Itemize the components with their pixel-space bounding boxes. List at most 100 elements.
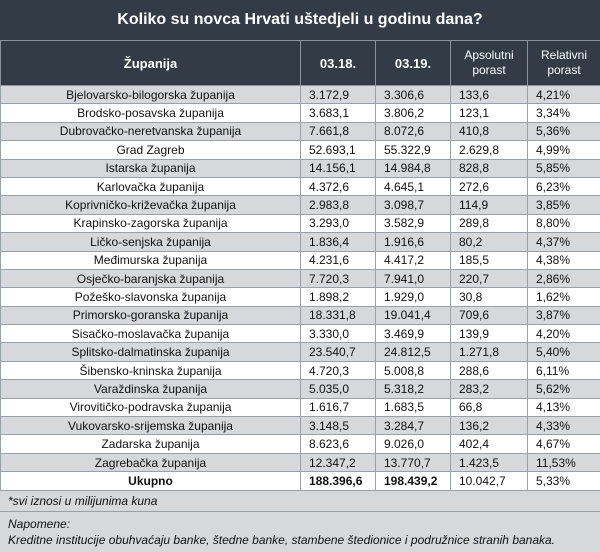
value-2019: 4.417,2 [376,251,451,269]
infographic-table: Koliko su novca Hrvati uštedjeli u godin… [0,0,600,518]
notes-text: Kreditne institucije obuhvaćaju banke, š… [8,532,592,548]
relative-growth: 4,21% [528,86,600,104]
absolute-growth: 220,7 [451,269,528,287]
header-absolute-growth: Apsolutni porast [451,41,528,86]
county-name: Bjelovarsko-bilogorska županija [1,86,301,104]
relative-growth: 4,67% [528,435,600,453]
relative-growth: 4,13% [528,398,600,416]
value-2019: 7.941,0 [376,269,451,287]
total-2018: 188.396,6 [301,472,376,490]
county-name: Koprivničko-križevačka županija [1,196,301,214]
relative-growth: 11,53% [528,453,600,471]
absolute-growth: 136,2 [451,417,528,435]
value-2019: 55.322,9 [376,141,451,159]
relative-growth: 8,80% [528,214,600,232]
relative-growth: 3,87% [528,306,600,324]
absolute-growth: 66,8 [451,398,528,416]
total-relative: 5,33% [528,472,600,490]
absolute-growth: 139,9 [451,325,528,343]
header-2019: 03.19. [376,41,451,86]
value-2019: 4.645,1 [376,177,451,195]
value-2018: 2.983,8 [301,196,376,214]
county-name: Osječko-baranjska županija [1,269,301,287]
value-2018: 3.683,1 [301,104,376,122]
county-name: Karlovačka županija [1,177,301,195]
value-2019: 24.812,5 [376,343,451,361]
header-2018: 03.18. [301,41,376,86]
value-2019: 5.008,8 [376,361,451,379]
county-name: Splitsko-dalmatinska županija [1,343,301,361]
absolute-growth: 402,4 [451,435,528,453]
value-2019: 3.469,9 [376,325,451,343]
value-2018: 4.720,3 [301,361,376,379]
absolute-growth: 410,8 [451,122,528,140]
value-2019: 13.770,7 [376,453,451,471]
value-2018: 7.661,8 [301,122,376,140]
absolute-growth: 289,8 [451,214,528,232]
absolute-growth: 185,5 [451,251,528,269]
relative-growth: 3,34% [528,104,600,122]
value-2019: 3.284,7 [376,417,451,435]
county-name: Zagrebačka županija [1,453,301,471]
value-2018: 3.148,5 [301,417,376,435]
header-abs-line1: Apsolutni [464,48,513,62]
value-2018: 4.231,6 [301,251,376,269]
absolute-growth: 80,2 [451,233,528,251]
relative-growth: 5,40% [528,343,600,361]
header-row: Županija 03.18. 03.19. Apsolutni porast … [1,41,600,86]
relative-growth: 4,37% [528,233,600,251]
value-2018: 8.623,6 [301,435,376,453]
relative-growth: 4,20% [528,325,600,343]
value-2018: 5.035,0 [301,380,376,398]
value-2018: 52.693,1 [301,141,376,159]
value-2018: 4.372,6 [301,177,376,195]
county-name: Zadarska županija [1,435,301,453]
unit-note: *svi iznosi u milijunima kuna [0,491,600,512]
value-2019: 9.026,0 [376,435,451,453]
relative-growth: 4,33% [528,417,600,435]
footer: *svi iznosi u milijunima kuna Napomene: … [0,491,600,552]
absolute-growth: 272,6 [451,177,528,195]
total-absolute: 10.042,7 [451,472,528,490]
value-2019: 5.318,2 [376,380,451,398]
value-2018: 12.347,2 [301,453,376,471]
value-2019: 8.072,6 [376,122,451,140]
county-name: Međimurska županija [1,251,301,269]
value-2019: 3.098,7 [376,196,451,214]
header-abs-line2: porast [472,63,505,77]
header-relative-growth: Relativni porast [528,41,600,86]
county-name: Brodsko-posavska županija [1,104,301,122]
county-name: Dubrovačko-neretvanska županija [1,122,301,140]
value-2018: 18.331,8 [301,306,376,324]
relative-growth: 4,38% [528,251,600,269]
header-rel-line1: Relativni [541,48,587,62]
relative-growth: 5,62% [528,380,600,398]
relative-growth: 5,36% [528,122,600,140]
value-2019: 3.806,2 [376,104,451,122]
relative-growth: 4,99% [528,141,600,159]
value-2019: 19.041,4 [376,306,451,324]
value-2019: 1.916,6 [376,233,451,251]
value-2018: 14.156,1 [301,159,376,177]
value-2019: 1.683,5 [376,398,451,416]
county-name: Sisačko-moslavačka županija [1,325,301,343]
absolute-growth: 288,6 [451,361,528,379]
relative-growth: 5,85% [528,159,600,177]
header-rel-line2: porast [547,63,580,77]
county-name: Primorsko-goranska županija [1,306,301,324]
